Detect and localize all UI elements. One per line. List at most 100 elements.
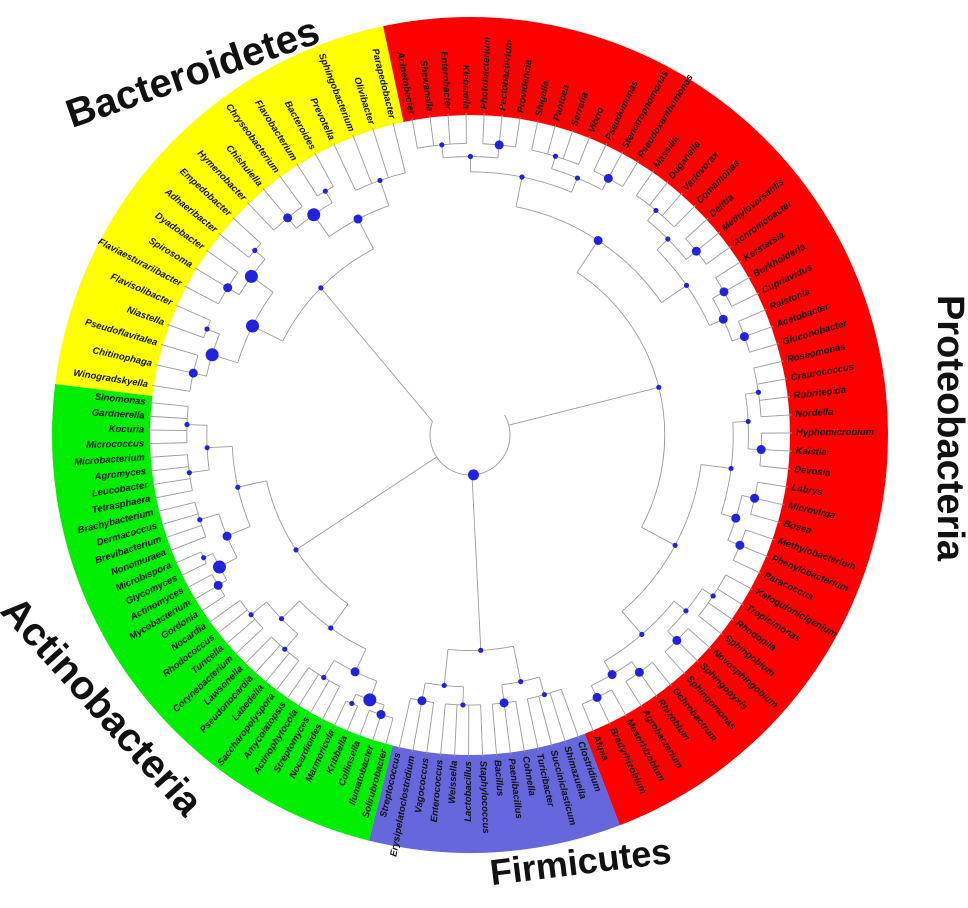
taxon-label: Photobacterium	[479, 36, 493, 109]
tree-branch	[234, 627, 264, 656]
tree-branch	[148, 442, 187, 445]
bootstrap-node	[574, 175, 580, 181]
bootstrap-node	[376, 709, 386, 719]
bootstrap-node	[634, 667, 644, 677]
tree-branch	[149, 466, 189, 472]
tree-branch	[151, 384, 190, 392]
bootstrap-node	[201, 555, 207, 561]
bootstrap-node	[235, 484, 241, 490]
tree-branch	[560, 688, 580, 739]
bootstrap-node	[212, 560, 226, 574]
bootstrap-node	[593, 235, 603, 245]
clade-band-proteobacteria	[383, 17, 888, 826]
tree-branch	[547, 124, 557, 155]
bootstrap-node	[467, 153, 474, 160]
bootstrap-node	[417, 696, 427, 706]
bootstrap-node	[223, 283, 233, 293]
tree-branch	[189, 469, 210, 474]
tree-branch	[314, 152, 334, 187]
clade-band-firmicutes	[368, 733, 620, 853]
tree-branch	[664, 651, 686, 675]
tree-branch	[180, 562, 207, 577]
tree-branch	[454, 704, 458, 757]
tree-branch	[593, 143, 608, 172]
tree-branch	[309, 680, 330, 715]
bootstrap-node	[318, 285, 324, 291]
tree-branch	[515, 176, 523, 207]
tree-branch	[739, 544, 769, 558]
tree-branch	[596, 697, 611, 726]
tree-branch	[330, 603, 349, 629]
clade-bands	[51, 17, 888, 853]
bootstrap-node	[322, 188, 328, 194]
tree-branch	[687, 628, 712, 650]
tree-branch	[708, 602, 734, 621]
tree-branch	[447, 113, 451, 145]
tree-branch	[411, 118, 418, 149]
tree-branch	[253, 644, 281, 675]
tree-branch	[358, 710, 370, 738]
tree-branch	[700, 464, 732, 469]
bootstrap-node	[248, 612, 254, 618]
tree-branch	[639, 672, 658, 698]
tree-branch	[562, 129, 574, 159]
taxon-label: Weissella	[447, 760, 460, 804]
tree-branch	[754, 497, 785, 506]
bootstrap-node	[683, 608, 689, 614]
bootstrap-node	[328, 625, 334, 631]
taxon-label: Microbacterium	[74, 452, 146, 468]
tree-branch	[167, 324, 204, 339]
bootstrap-node	[282, 646, 288, 652]
tree-branch	[155, 364, 194, 374]
bootstrap-node	[718, 314, 728, 324]
tree-branch	[538, 696, 553, 747]
tree-branch	[440, 703, 446, 756]
bootstrap-node	[350, 667, 360, 677]
bootstrap-node	[665, 236, 671, 242]
tree-branch	[148, 429, 187, 432]
tree-branch	[262, 188, 288, 219]
tree-branch	[515, 116, 521, 148]
tree-branch	[199, 513, 219, 521]
tree-branch	[371, 714, 382, 742]
taxon-label: Labrys	[791, 482, 824, 498]
bootstrap-node	[246, 319, 260, 333]
tree-branch	[264, 652, 290, 684]
tree-branch	[725, 574, 753, 590]
bootstrap-node	[244, 269, 258, 283]
tree-branch	[282, 248, 374, 342]
tree-branch	[225, 618, 256, 645]
tree-branch	[281, 600, 300, 620]
bootstrap-node	[363, 693, 377, 707]
bootstrap-node	[607, 670, 617, 680]
tree-branch	[503, 702, 512, 755]
tree-branch	[621, 611, 643, 635]
tree-branches	[148, 113, 792, 757]
bootstrap-node	[691, 246, 701, 256]
bootstrap-node	[353, 214, 363, 224]
tree-branch	[157, 501, 196, 512]
tree-branch	[698, 615, 723, 636]
tree-branch	[237, 480, 267, 488]
bootstrap-node	[478, 647, 484, 653]
tree-branch	[154, 490, 193, 499]
tree-branch	[443, 649, 449, 686]
bootstrap-node	[672, 542, 678, 548]
tree-branch	[186, 424, 207, 426]
tree-branch	[480, 704, 484, 757]
bootstrap-node	[278, 616, 285, 622]
tree-branch	[673, 204, 696, 228]
tree-branch	[661, 192, 683, 217]
bootstrap-node	[750, 493, 760, 503]
clade-band-actinobacteria	[51, 384, 393, 841]
tree-branch	[218, 233, 250, 258]
tree-branch	[323, 660, 335, 678]
bootstrap-node	[213, 580, 223, 590]
tree-branch	[379, 180, 390, 206]
tree-branch	[372, 127, 389, 178]
tree-branch	[745, 529, 775, 541]
bootstrap-node	[656, 384, 662, 390]
tree-branch	[346, 705, 358, 733]
tree-branch	[759, 465, 791, 470]
bootstrap-node	[755, 389, 761, 395]
